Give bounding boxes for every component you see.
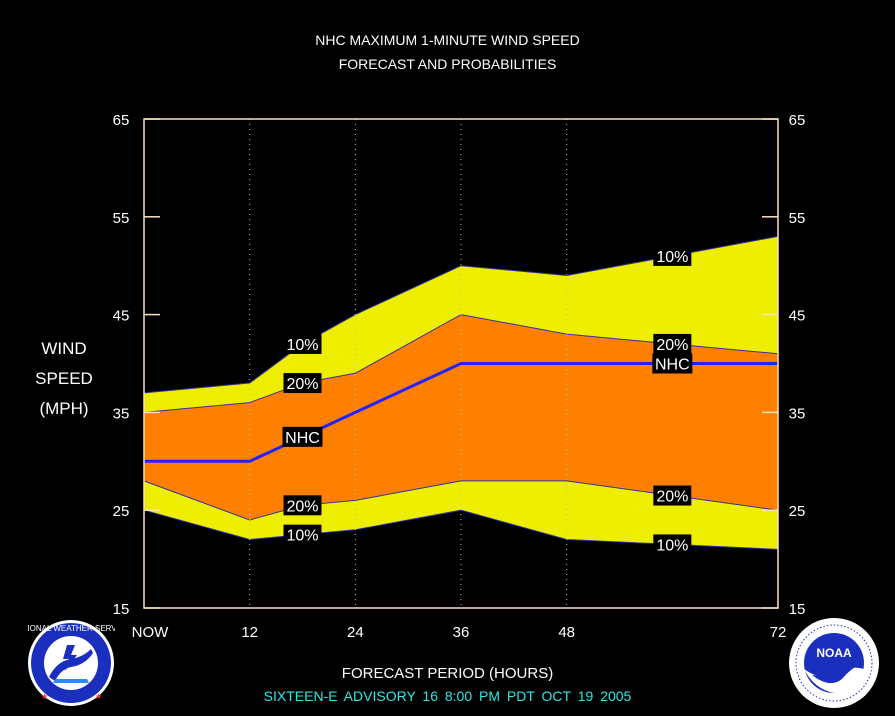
- series-label: 20%: [286, 498, 318, 515]
- y-tick-label: 15: [113, 601, 130, 618]
- x-tick-label: 72: [770, 624, 787, 641]
- x-tick-label: 36: [453, 624, 470, 641]
- x-tick-label: 48: [558, 624, 575, 641]
- y-tick-label: 35: [789, 405, 806, 422]
- series-label: 10%: [656, 537, 688, 554]
- series-label-box: [283, 495, 322, 516]
- noaa-logo-text: NOAA: [816, 646, 852, 660]
- chart-title-line2: FORECAST AND PROBABILITIES: [338, 56, 557, 72]
- y-tick-label: 45: [789, 308, 806, 325]
- nws-logo-text: NATIONAL WEATHER SERVICE: [27, 624, 115, 633]
- y-tick-label: 15: [789, 601, 806, 618]
- y-axis-label-units: (MPH): [39, 399, 89, 418]
- plot-frame: [143, 118, 779, 609]
- series-label-box: [653, 485, 692, 506]
- series-label: 10%: [286, 528, 318, 545]
- series-label-box: [282, 426, 323, 447]
- x-axis-title: FORECAST PERIOD (HOURS): [341, 665, 554, 682]
- series-label: 20%: [656, 489, 688, 506]
- series-label-box: [283, 373, 322, 394]
- y-tick-label: 45: [113, 308, 130, 325]
- y-tick-label: 25: [113, 503, 130, 520]
- series-label: NHC: [655, 357, 690, 374]
- y-tick-label: 55: [113, 210, 130, 227]
- chart-title-line1: NHC MAXIMUM 1-MINUTE WIND SPEED: [315, 32, 580, 48]
- series-label: 20%: [656, 337, 688, 354]
- series-label-box: [652, 353, 693, 374]
- noaa-logo-icon: NOAA: [789, 618, 879, 708]
- series-label-box: [283, 524, 322, 545]
- y-tick-label: 25: [789, 503, 806, 520]
- y-tick-label: 35: [113, 405, 130, 422]
- series-label-box: [653, 245, 692, 266]
- svg-text:★: ★: [41, 692, 48, 701]
- y-tick-label: 65: [113, 112, 130, 129]
- inner-probability-band: [144, 314, 778, 520]
- series-label: 20%: [286, 376, 318, 393]
- y-axis-label-speed: SPEED: [35, 369, 93, 388]
- series-label-box: [653, 534, 692, 555]
- y-tick-label: 55: [789, 210, 806, 227]
- x-tick-label: 24: [347, 624, 364, 641]
- y-tick-label: 65: [789, 112, 806, 129]
- series-label: 10%: [656, 249, 688, 266]
- y-axis-label-wind: WIND: [41, 339, 87, 358]
- x-tick-label: 12: [241, 624, 258, 641]
- series-label-box: [653, 333, 692, 354]
- nws-logo-icon: NATIONAL WEATHER SERVICE ★ ★: [27, 620, 115, 706]
- series-label: 10%: [286, 337, 318, 354]
- series-label-box: [283, 333, 322, 354]
- advisory-info: SIXTEEN-E ADVISORY 16 8:00 PM PDT OCT 19…: [263, 688, 632, 704]
- series-label: NHC: [285, 430, 320, 447]
- svg-text:★: ★: [95, 692, 102, 701]
- x-tick-label: NOW: [132, 624, 170, 641]
